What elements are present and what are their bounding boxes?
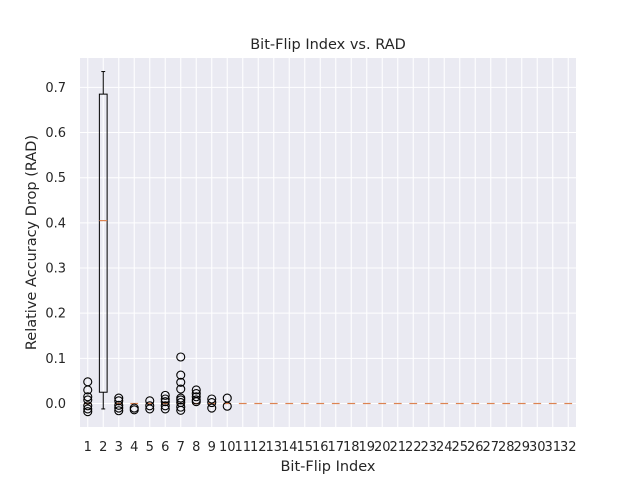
x-tick-label: 32	[560, 440, 577, 455]
x-tick-label: 14	[281, 440, 298, 455]
flier-point	[191, 385, 201, 395]
flier-point	[176, 377, 186, 387]
flier-point	[114, 393, 124, 403]
x-tick-label: 18	[343, 440, 360, 455]
x-tick-label: 23	[420, 440, 437, 455]
flier-point	[176, 352, 186, 362]
flier-point	[176, 405, 186, 415]
box-3	[114, 393, 124, 416]
box-6	[160, 390, 170, 414]
x-tick-label: 27	[482, 440, 499, 455]
flier-point	[207, 394, 217, 404]
x-tick-label: 22	[405, 440, 422, 455]
x-tick-label: 24	[436, 440, 453, 455]
flier-point	[114, 396, 124, 406]
x-tick-label: 25	[451, 440, 468, 455]
flier-point	[145, 404, 155, 414]
x-tick-label: 6	[161, 440, 169, 455]
y-tick-label: 0.3	[45, 262, 66, 277]
flier-point	[176, 384, 186, 394]
flier-point	[160, 390, 170, 400]
box-9	[207, 394, 217, 413]
box-8	[191, 385, 201, 407]
x-axis-label: Bit-Flip Index	[280, 459, 375, 475]
x-tick-label: 12	[250, 440, 267, 455]
x-tick-label: 31	[544, 440, 561, 455]
y-tick-label: 0.2	[45, 307, 66, 322]
y-tick-label: 0.0	[45, 397, 66, 412]
flier-point	[129, 405, 139, 415]
box-rect	[98, 93, 108, 393]
flier-point	[176, 402, 186, 412]
x-tick-label: 2	[99, 440, 107, 455]
box-10	[222, 393, 232, 411]
x-tick-label: 20	[374, 440, 391, 455]
x-tick-label: 28	[498, 440, 515, 455]
box-marks	[83, 71, 573, 417]
flier-point	[176, 395, 186, 405]
x-tick-label: 30	[529, 440, 546, 455]
box-2	[98, 71, 108, 410]
plot-area	[80, 58, 576, 427]
x-tick-label: 15	[296, 440, 313, 455]
flier-point	[191, 392, 201, 402]
x-tick-label: 17	[327, 440, 344, 455]
flier-point	[207, 403, 217, 413]
x-tick-label: 26	[467, 440, 484, 455]
x-tick-label: 10	[219, 440, 236, 455]
flier-point	[114, 400, 124, 410]
flier-point	[222, 401, 232, 411]
flier-point	[114, 406, 124, 416]
x-tick-label: 8	[192, 440, 200, 455]
flier-point	[114, 403, 124, 413]
box-4	[129, 402, 139, 415]
y-tick-label: 0.7	[45, 81, 66, 96]
x-tick-label: 13	[265, 440, 282, 455]
x-tick-label: 19	[358, 440, 375, 455]
y-tick-label: 0.5	[45, 171, 66, 186]
y-tick-labels: 0.0 0.1 0.2 0.3 0.4 0.5 0.6 0.7	[45, 81, 66, 412]
flier-point	[160, 404, 170, 414]
flier-point	[160, 397, 170, 407]
y-axis-label: Relative Accuracy Drop (RAD)	[24, 135, 40, 350]
grid-lines	[80, 58, 576, 427]
flier-point	[145, 401, 155, 411]
flier-point	[83, 385, 93, 395]
x-tick-label: 1	[84, 440, 92, 455]
flier-point	[160, 401, 170, 411]
flier-point	[83, 404, 93, 414]
x-tick-label: 5	[146, 440, 154, 455]
chart-title: Bit-Flip Index vs. RAD	[250, 37, 406, 53]
y-tick-label: 0.6	[45, 126, 66, 141]
flier-point	[176, 370, 186, 380]
x-tick-label: 4	[130, 440, 138, 455]
flier-point	[83, 407, 93, 417]
x-tick-label: 7	[177, 440, 185, 455]
x-tick-label: 3	[115, 440, 123, 455]
x-tick-labels: 1 2 3 4 5 6 7 8 9 1011121314151617181920212223242…	[84, 440, 577, 455]
x-tick-label: 9	[208, 440, 216, 455]
x-tick-label: 29	[513, 440, 530, 455]
x-tick-label: 21	[389, 440, 406, 455]
flier-point	[83, 395, 93, 405]
x-tick-label: 16	[312, 440, 329, 455]
y-tick-label: 0.4	[45, 216, 66, 231]
box-7	[176, 352, 186, 415]
box-1	[83, 377, 93, 417]
flier-point	[191, 397, 201, 407]
flier-point	[83, 392, 93, 402]
flier-point	[207, 398, 217, 408]
x-tick-label: 11	[234, 440, 251, 455]
y-tick-label: 0.1	[45, 352, 66, 367]
flier-point	[160, 394, 170, 404]
box-5	[145, 396, 155, 414]
flier-point	[83, 401, 93, 411]
